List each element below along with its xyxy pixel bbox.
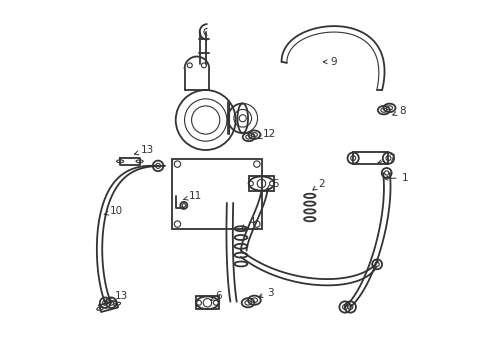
Text: 13: 13 <box>109 292 128 301</box>
Bar <box>248 176 274 190</box>
Text: 11: 11 <box>183 191 202 201</box>
Text: 9: 9 <box>323 57 336 67</box>
Bar <box>352 153 387 164</box>
Text: 6: 6 <box>210 292 222 301</box>
Bar <box>172 159 262 229</box>
Bar <box>196 296 218 309</box>
Text: 4: 4 <box>242 217 254 229</box>
Text: 13: 13 <box>134 145 153 155</box>
Text: 2: 2 <box>312 179 325 190</box>
Text: 10: 10 <box>104 206 122 216</box>
Text: 12: 12 <box>257 129 276 139</box>
Text: 8: 8 <box>392 106 405 116</box>
Text: 3: 3 <box>258 288 273 298</box>
Text: 7: 7 <box>377 154 393 164</box>
Text: 5: 5 <box>266 179 278 189</box>
Text: 1: 1 <box>384 173 407 183</box>
